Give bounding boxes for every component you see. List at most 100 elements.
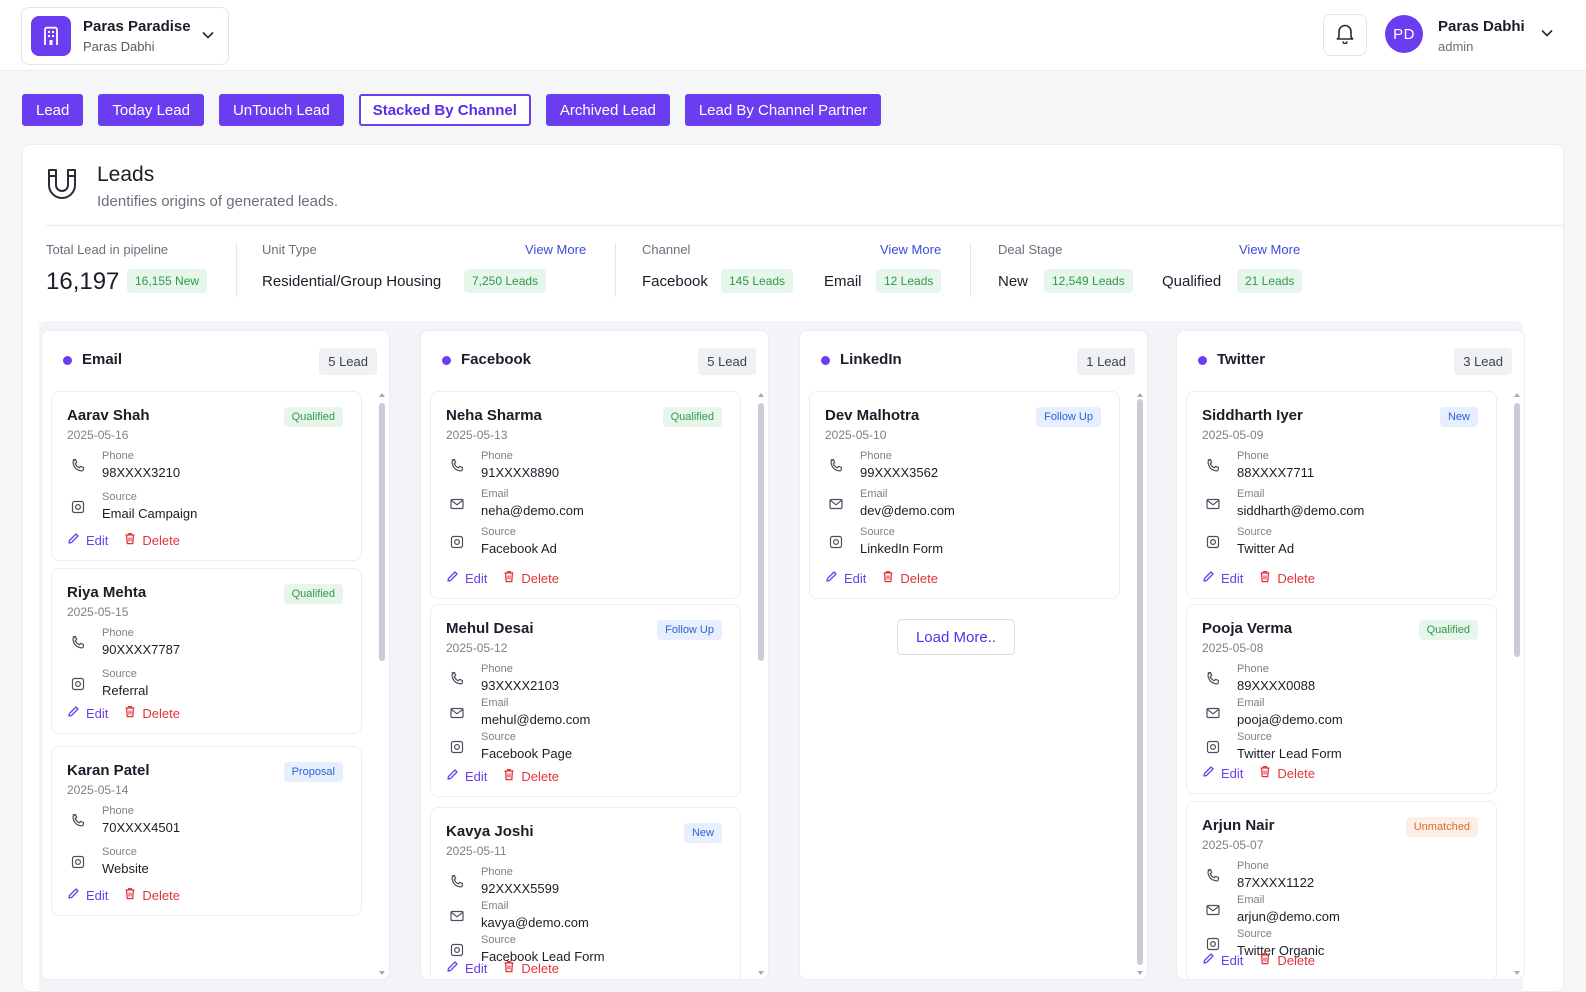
lead-card[interactable]: Arjun Nair 2025-05-07 Unmatched Phone 87XXXX…: [1186, 801, 1497, 979]
lead-name: Aarav Shah: [67, 407, 150, 424]
lead-card[interactable]: Aarav Shah 2025-05-16 Qualified Phone 98XXXX…: [51, 391, 362, 561]
scroll-down-arrow[interactable]: [379, 971, 385, 975]
field-label: Source: [1237, 928, 1272, 940]
field-value[interactable]: neha@demo.com: [481, 503, 584, 518]
lead-card[interactable]: Dev Malhotra 2025-05-10 Follow Up Phone 99XX…: [809, 391, 1120, 599]
chevron-down-icon[interactable]: [201, 28, 215, 47]
field-value[interactable]: siddharth@demo.com: [1237, 503, 1365, 518]
edit-button[interactable]: Edit: [67, 532, 108, 548]
pencil-icon: [1202, 952, 1221, 968]
delete-button[interactable]: Delete: [1259, 952, 1315, 968]
mail-icon: [825, 493, 847, 515]
delete-button[interactable]: Delete: [503, 960, 559, 976]
scrollbar-thumb[interactable]: [379, 403, 385, 661]
field-value: 87XXXX1122: [1237, 875, 1315, 890]
kanban-column-twitter: Twitter 3 Lead Siddharth Iyer 2025-05-09 New…: [1176, 330, 1525, 980]
tab-archived-lead[interactable]: Archived Lead: [545, 94, 670, 126]
lead-card[interactable]: Siddharth Iyer 2025-05-09 New Phone 88XXXX77…: [1186, 391, 1497, 599]
delete-button[interactable]: Delete: [1259, 570, 1315, 586]
field-value: 98XXXX3210: [102, 465, 181, 480]
divider: [615, 243, 616, 297]
scroll-up-arrow[interactable]: [1514, 393, 1520, 397]
pencil-icon: [446, 960, 465, 976]
deal-stage-view-more-link[interactable]: View More: [1239, 242, 1301, 257]
edit-button[interactable]: Edit: [1202, 952, 1243, 968]
field-value[interactable]: mehul@demo.com: [481, 712, 591, 727]
tab-lead[interactable]: Lead: [22, 94, 84, 126]
load-more-button[interactable]: Load More..: [897, 619, 1015, 655]
delete-button[interactable]: Delete: [503, 570, 559, 586]
tab-stacked-by-channel[interactable]: Stacked By Channel: [358, 94, 531, 126]
tab-lead-by-channel-partner[interactable]: Lead By Channel Partner: [684, 94, 882, 126]
lead-card[interactable]: Karan Patel 2025-05-14 Proposal Phone 70XXXX…: [51, 746, 362, 916]
column-header: Email 5 Lead: [42, 331, 389, 389]
project-name: Paras Paradise: [83, 17, 191, 35]
lead-date: 2025-05-11: [446, 844, 507, 858]
project-switcher[interactable]: Paras Paradise Paras Dabhi: [21, 7, 229, 65]
field-value: 88XXXX7711: [1237, 465, 1315, 480]
field-value[interactable]: kavya@demo.com: [481, 915, 589, 930]
edit-button[interactable]: Edit: [446, 960, 487, 976]
edit-label: Edit: [465, 768, 488, 784]
lead-date: 2025-05-12: [446, 641, 508, 655]
lead-card[interactable]: Riya Mehta 2025-05-15 Qualified Phone 90XXXX…: [51, 568, 362, 734]
delete-button[interactable]: Delete: [503, 768, 559, 784]
edit-button[interactable]: Edit: [1202, 570, 1243, 586]
scroll-up-arrow[interactable]: [758, 393, 764, 397]
field-label: Source: [102, 491, 137, 503]
lead-date: 2025-05-09: [1202, 428, 1264, 442]
edit-button[interactable]: Edit: [67, 887, 108, 903]
tab-untouch-lead[interactable]: UnTouch Lead: [218, 94, 344, 126]
edit-button[interactable]: Edit: [1202, 765, 1243, 781]
field-value[interactable]: pooja@demo.com: [1237, 712, 1343, 727]
scrollbar-thumb[interactable]: [1514, 403, 1520, 657]
edit-label: Edit: [465, 960, 488, 976]
field-label: Email: [1237, 488, 1265, 500]
delete-button[interactable]: Delete: [124, 705, 180, 721]
scrollbar[interactable]: [375, 393, 389, 975]
column-header: LinkedIn 1 Lead: [800, 331, 1147, 389]
lead-card[interactable]: Mehul Desai 2025-05-12 Follow Up Phone 93XXX…: [430, 604, 741, 797]
source-icon: [1202, 933, 1224, 955]
lead-card[interactable]: Neha Sharma 2025-05-13 Qualified Phone 91XXX…: [430, 391, 741, 599]
column-title: Email: [82, 351, 123, 368]
scroll-down-arrow[interactable]: [1514, 971, 1520, 975]
scrollbar[interactable]: [1510, 393, 1524, 975]
edit-label: Edit: [86, 887, 109, 903]
unit-type-view-more-link[interactable]: View More: [525, 242, 587, 257]
scroll-up-arrow[interactable]: [1137, 393, 1143, 397]
channel-view-more-link[interactable]: View More: [880, 242, 942, 257]
edit-button[interactable]: Edit: [67, 705, 108, 721]
unit-type-pill: 7,250 Leads: [464, 269, 547, 293]
lead-card[interactable]: Kavya Joshi 2025-05-11 New Phone 92XXXX5599 E…: [430, 807, 741, 979]
delete-button[interactable]: Delete: [124, 532, 180, 548]
scrollbar-thumb[interactable]: [758, 403, 764, 661]
lead-card[interactable]: Pooja Verma 2025-05-08 Qualified Phone 89XXX…: [1186, 604, 1497, 794]
delete-button[interactable]: Delete: [124, 887, 180, 903]
delete-label: Delete: [1277, 952, 1315, 968]
card-actions: Edit Delete: [1202, 765, 1331, 781]
card-actions: Edit Delete: [67, 532, 196, 548]
column-count-badge: 1 Lead: [1077, 348, 1135, 375]
edit-button[interactable]: Edit: [446, 570, 487, 586]
tab-today-lead[interactable]: Today Lead: [98, 94, 204, 126]
chevron-down-icon[interactable]: [1540, 26, 1554, 45]
notifications-button[interactable]: [1323, 14, 1367, 56]
pencil-icon: [67, 887, 86, 903]
trash-icon: [1259, 952, 1277, 968]
edit-button[interactable]: Edit: [825, 570, 866, 586]
scroll-down-arrow[interactable]: [758, 971, 764, 975]
delete-button[interactable]: Delete: [1259, 765, 1315, 781]
field-value: Website: [102, 861, 149, 876]
delete-button[interactable]: Delete: [882, 570, 938, 586]
scroll-down-arrow[interactable]: [1137, 971, 1143, 975]
field-value: LinkedIn Form: [860, 541, 944, 556]
scroll-up-arrow[interactable]: [379, 393, 385, 397]
field-value[interactable]: arjun@demo.com: [1237, 909, 1340, 924]
edit-button[interactable]: Edit: [446, 768, 487, 784]
field-value[interactable]: dev@demo.com: [860, 503, 955, 518]
scrollbar[interactable]: [1133, 393, 1147, 975]
scrollbar[interactable]: [754, 393, 768, 975]
avatar[interactable]: PD: [1385, 15, 1423, 53]
scrollbar-thumb[interactable]: [1137, 399, 1143, 965]
